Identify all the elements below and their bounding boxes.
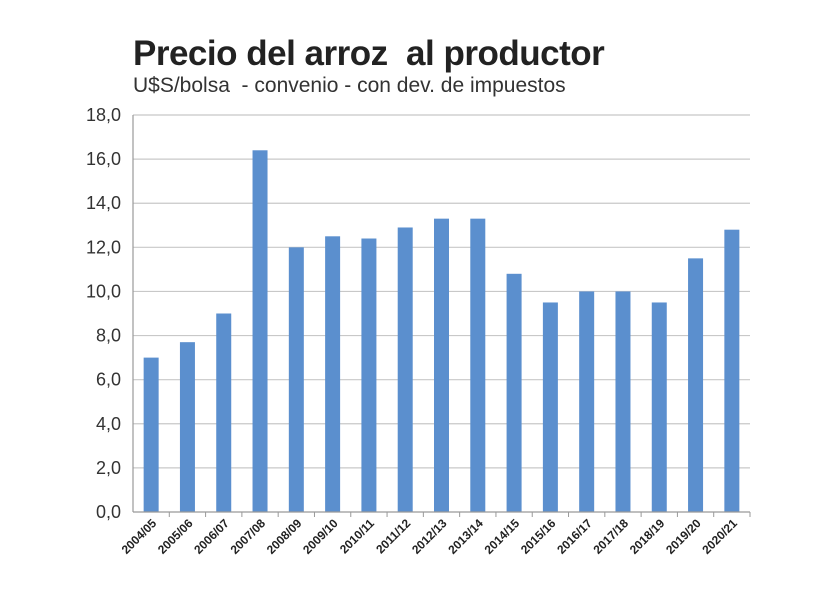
bar bbox=[615, 291, 631, 512]
x-tick-label: 2015/16 bbox=[518, 516, 559, 557]
y-tick-label: 2,0 bbox=[96, 458, 121, 478]
y-tick-label: 4,0 bbox=[96, 414, 121, 434]
y-tick-label: 10,0 bbox=[86, 281, 121, 301]
x-tick-labels: 2004/052005/062006/072007/082008/092009/… bbox=[119, 516, 741, 557]
bar bbox=[361, 238, 377, 512]
y-tick-label: 0,0 bbox=[96, 502, 121, 522]
bar bbox=[724, 229, 740, 512]
x-tick-label: 2010/11 bbox=[337, 516, 377, 556]
bar bbox=[470, 218, 486, 512]
x-tick-label: 2014/15 bbox=[482, 516, 523, 557]
x-tick-label: 2018/19 bbox=[627, 516, 668, 557]
bar bbox=[288, 247, 304, 513]
bars bbox=[143, 150, 740, 513]
bar bbox=[506, 273, 522, 512]
chart-subtitle: U$S/bolsa - convenio - con dev. de impue… bbox=[133, 74, 566, 97]
bar bbox=[397, 227, 413, 512]
x-tick-label: 2013/14 bbox=[445, 516, 486, 557]
bar bbox=[434, 218, 449, 512]
x-tick-label: 2017/18 bbox=[591, 516, 632, 557]
axes bbox=[132, 115, 751, 517]
x-tick-label: 2011/12 bbox=[373, 516, 413, 556]
y-tick-label: 12,0 bbox=[86, 237, 121, 257]
y-tick-label: 18,0 bbox=[86, 105, 121, 125]
y-tick-label: 14,0 bbox=[86, 193, 121, 213]
bar bbox=[252, 150, 268, 513]
x-tick-label: 2020/21 bbox=[699, 516, 740, 557]
x-tick-label: 2012/13 bbox=[409, 516, 450, 557]
bar bbox=[143, 357, 159, 512]
x-tick-label: 2004/05 bbox=[119, 516, 160, 557]
y-tick-label: 8,0 bbox=[96, 326, 121, 346]
x-tick-label: 2007/08 bbox=[228, 516, 269, 557]
x-tick-label: 2008/09 bbox=[264, 516, 305, 557]
bar bbox=[179, 342, 195, 512]
chart-title: Precio del arroz al productor bbox=[133, 34, 605, 73]
bar bbox=[579, 291, 595, 512]
x-tick-label: 2019/20 bbox=[663, 516, 704, 557]
x-tick-label: 2016/17 bbox=[554, 516, 595, 557]
x-tick-label: 2005/06 bbox=[155, 516, 196, 557]
y-tick-label: 16,0 bbox=[86, 149, 121, 169]
bar bbox=[651, 302, 667, 512]
bar bbox=[542, 302, 558, 512]
y-tick-labels: 0,0 2,0 4,0 6,0 8,0 10,0 12,0 14,0 16,0 18,0 bbox=[86, 105, 121, 522]
bar bbox=[688, 258, 704, 512]
x-tick-label: 2006/07 bbox=[191, 516, 232, 557]
y-tick-label: 6,0 bbox=[96, 370, 121, 390]
bar bbox=[325, 236, 341, 513]
bar bbox=[216, 313, 232, 512]
x-tick-label: 2009/10 bbox=[300, 516, 341, 557]
